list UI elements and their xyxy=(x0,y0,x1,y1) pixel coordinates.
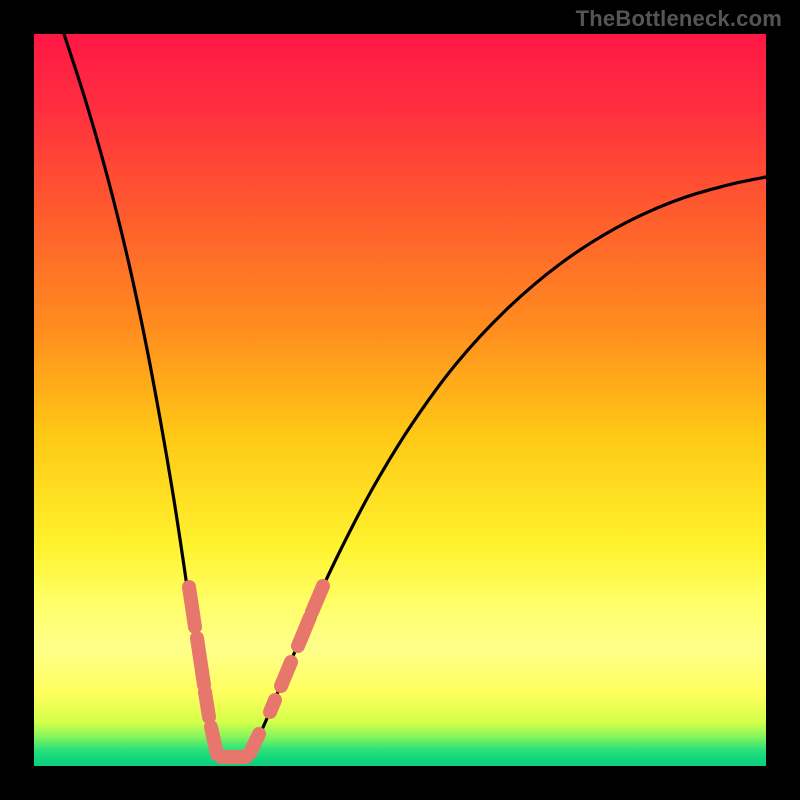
marker-pill-right-4 xyxy=(312,586,323,612)
watermark-text: TheBottleneck.com xyxy=(576,6,782,32)
curve-right xyxy=(246,177,766,757)
marker-pill-right-1 xyxy=(281,662,291,686)
plot-area xyxy=(34,34,766,766)
marker-pill-left-0 xyxy=(189,587,195,627)
chart-svg xyxy=(34,34,766,766)
marker-pill-right-2 xyxy=(270,700,275,712)
marker-pill-right-0 xyxy=(250,734,259,753)
marker-pill-left-1 xyxy=(197,638,204,685)
marker-pill-left-2 xyxy=(205,692,209,717)
marker-pill-left-3 xyxy=(211,727,217,754)
marker-pill-right-3 xyxy=(298,617,310,646)
